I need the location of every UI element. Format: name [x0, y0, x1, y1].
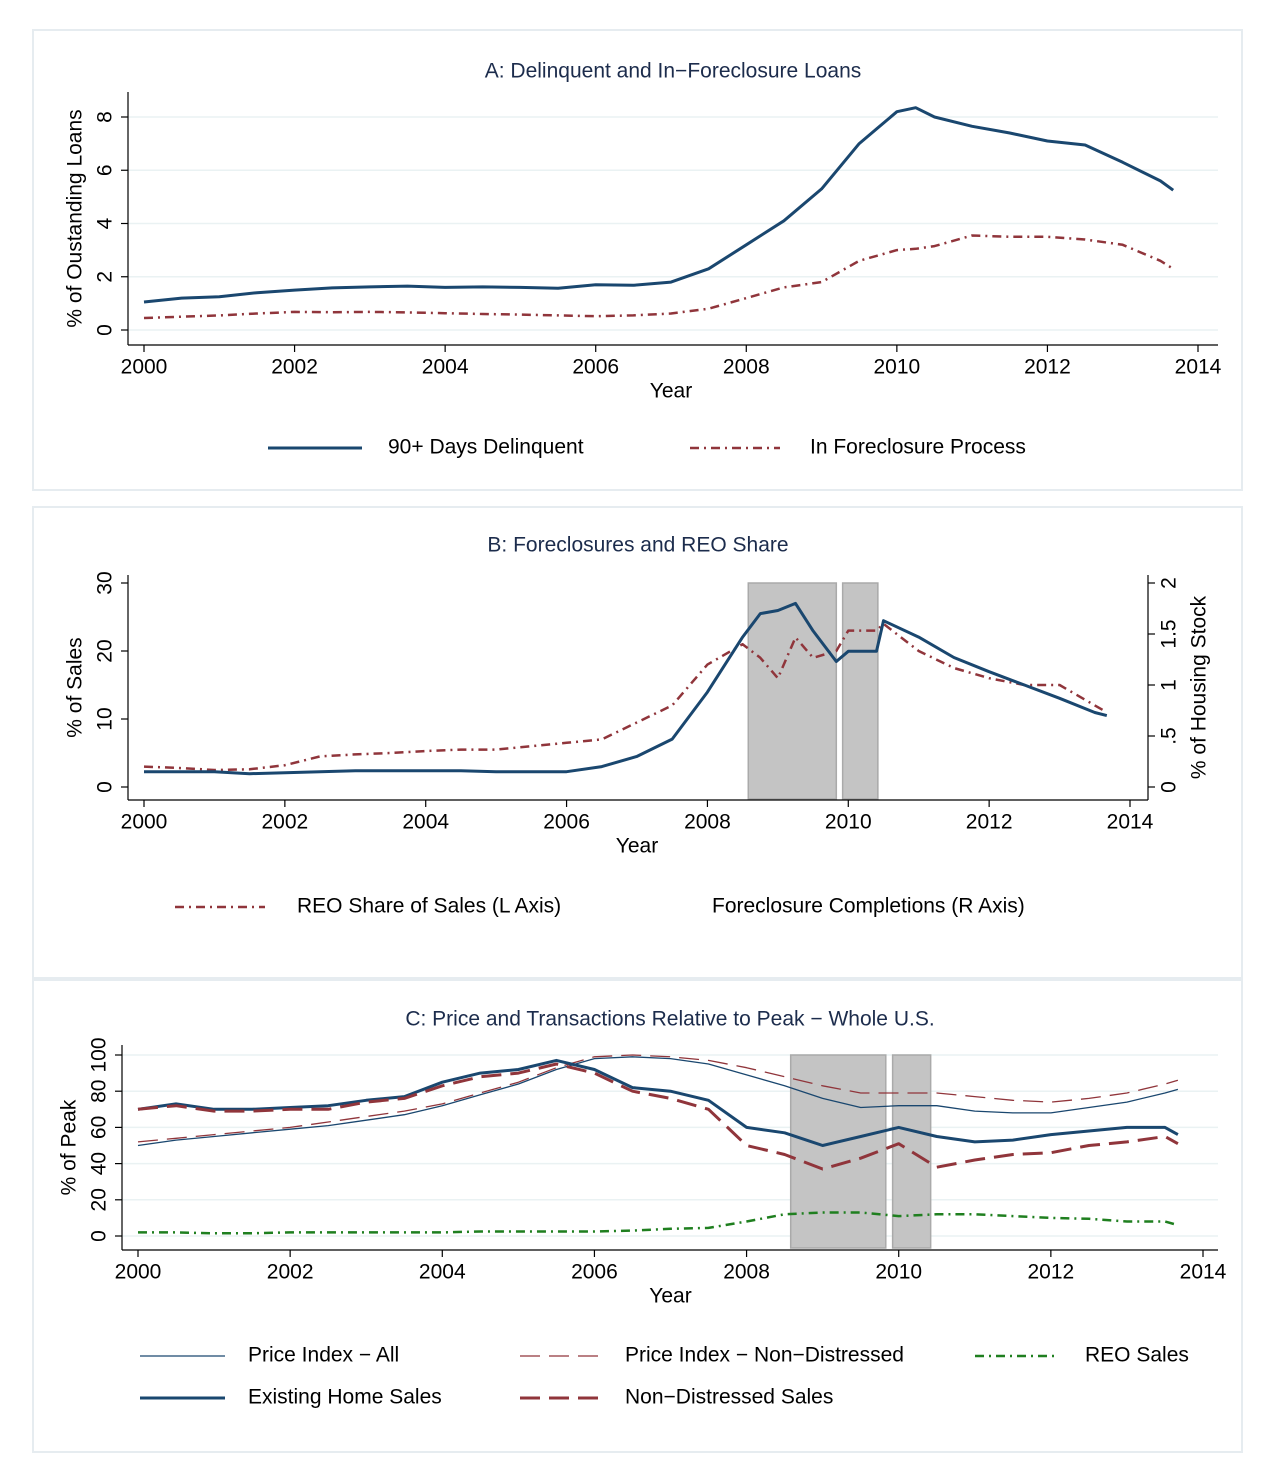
x-tick-label: 2010	[875, 1261, 922, 1284]
y-tick-label: 4	[94, 217, 117, 229]
series-line	[137, 1054, 1179, 1143]
x-tick-label: 2002	[267, 1261, 314, 1284]
y2-axis-title: % of Housing Stock	[1188, 595, 1211, 779]
panel	[32, 979, 1243, 1453]
legend-label: Existing Home Sales	[248, 1386, 442, 1409]
y-tick-label: 8	[94, 111, 117, 123]
y-tick-label: 40	[88, 1152, 111, 1175]
legend-label: Price Index − Non−Distressed	[625, 1344, 904, 1367]
legend-label: REO Sales	[1085, 1344, 1189, 1367]
shaded-region	[891, 1054, 932, 1249]
x-tick-label: 2010	[873, 356, 920, 379]
y-axis-title: % of Oustanding Loans	[64, 109, 87, 327]
legend-label: 90+ Days Delinquent	[388, 436, 584, 459]
y-axis-title: % of Sales	[64, 637, 87, 737]
legend-label: Foreclosure Completions (R Axis)	[712, 895, 1025, 918]
legend-label: Price Index − All	[248, 1344, 399, 1367]
x-tick-label: 2014	[1175, 356, 1222, 379]
x-tick-label: 2004	[422, 356, 469, 379]
x-tick-label: 2004	[402, 811, 449, 834]
y-tick-label: 100	[88, 1037, 111, 1072]
y-tick-label: 20	[88, 1188, 111, 1211]
panel	[32, 29, 1243, 491]
y2-tick-label: 0	[1158, 781, 1181, 793]
chart-title: C: Price and Transactions Relative to Pe…	[405, 1008, 934, 1031]
y2-tick-label: 1	[1158, 679, 1181, 691]
x-axis-title: Year	[616, 835, 658, 858]
x-tick-label: 2006	[572, 356, 619, 379]
x-tick-label: 2008	[723, 1261, 770, 1284]
legend-label: In Foreclosure Process	[810, 436, 1026, 459]
y-tick-label: 60	[88, 1116, 111, 1139]
x-tick-label: 2002	[271, 356, 318, 379]
x-tick-label: 2000	[115, 1261, 162, 1284]
series-line	[143, 234, 1174, 320]
y-axis-title: % of Peak	[58, 1099, 81, 1195]
y-tick-label: 2	[94, 271, 117, 283]
x-axis-title: Year	[649, 1285, 691, 1308]
y2-tick-label: 2	[1158, 577, 1181, 589]
x-tick-label: 2008	[684, 811, 731, 834]
y-tick-label: 30	[94, 571, 117, 594]
x-tick-label: 2006	[571, 1261, 618, 1284]
x-axis-title: Year	[650, 380, 692, 403]
legend-label: REO Share of Sales (L Axis)	[297, 895, 561, 918]
shaded-region	[841, 582, 879, 800]
x-tick-label: 2012	[1024, 356, 1071, 379]
shaded-region	[747, 582, 838, 800]
x-tick-label: 2014	[1107, 811, 1154, 834]
x-tick-label: 2012	[1027, 1261, 1074, 1284]
x-tick-label: 2000	[121, 811, 168, 834]
y-tick-label: 0	[88, 1230, 111, 1242]
legend-label: Non−Distressed Sales	[625, 1386, 833, 1409]
x-tick-label: 2004	[419, 1261, 466, 1284]
series-line	[143, 622, 1108, 772]
x-tick-label: 2002	[261, 811, 308, 834]
y-tick-label: 20	[94, 639, 117, 662]
series-line	[137, 1062, 1179, 1171]
chart-title: A: Delinquent and In−Foreclosure Loans	[485, 60, 862, 83]
x-tick-label: 2000	[121, 356, 168, 379]
y-tick-label: 80	[88, 1080, 111, 1103]
series-line	[144, 601, 1108, 776]
x-tick-label: 2010	[825, 811, 872, 834]
y2-tick-label: .5	[1158, 727, 1181, 745]
x-tick-label: 2014	[1180, 1261, 1227, 1284]
shaded-region	[789, 1054, 887, 1249]
series-line	[138, 1211, 1179, 1235]
x-tick-label: 2006	[543, 811, 590, 834]
series-line	[137, 1056, 1179, 1147]
panel	[32, 506, 1243, 979]
y-tick-label: 0	[94, 781, 117, 793]
chart-title: B: Foreclosures and REO Share	[487, 534, 788, 557]
y-tick-label: 0	[94, 324, 117, 336]
x-tick-label: 2012	[966, 811, 1013, 834]
series-line	[137, 1058, 1179, 1147]
series-line	[143, 106, 1175, 304]
y2-tick-label: 1.5	[1158, 619, 1181, 648]
x-tick-label: 2008	[723, 356, 770, 379]
y-tick-label: 10	[94, 707, 117, 730]
y-tick-label: 6	[94, 164, 117, 176]
